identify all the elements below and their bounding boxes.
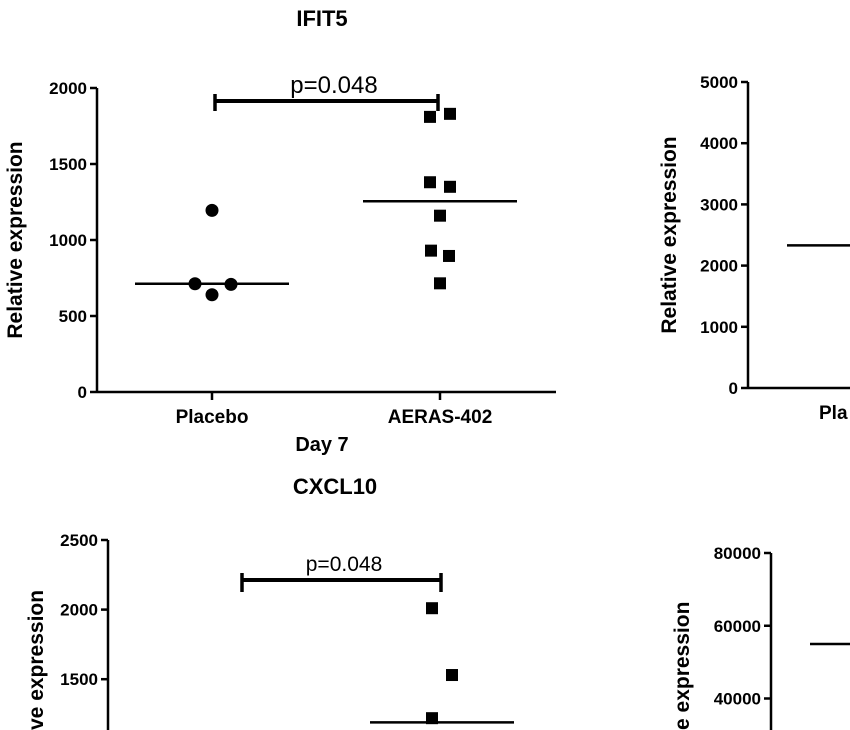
panel-ifit5-xtick-aeras: AERAS-402 [388,407,493,428]
y-tick-label: 4000 [700,134,738,153]
chart-marks: 0 500 1000 1500 2000 0 1000 2000 3000 4000 5000 150… [49,73,850,730]
panel-cxcl10-ylabel: ve expression [25,590,48,730]
panel-ifit5-annotation: p=0.048 [290,72,377,99]
panel-ifit5-xlabel: Day 7 [295,434,348,456]
panel-ifit5-xtick-placebo: Placebo [176,407,249,428]
panel-ifit5-ylabel: Relative expression [4,141,27,338]
y-tick-label: 1000 [700,318,738,337]
panel-right-bottom: e expression [671,602,694,730]
y-tick-label: 1500 [49,155,87,174]
panel-right-top-xtick: Pla [819,403,848,424]
y-tick-label: 3000 [700,195,738,214]
y-tick-label: 40000 [714,690,761,709]
y-tick-label: 2000 [700,257,738,276]
y-tick-label: 80000 [714,544,761,563]
data-point-circle [224,277,238,291]
data-point-circle [205,203,219,217]
y-tick-label: 1500 [60,670,98,689]
y-tick-label: 2000 [49,79,87,98]
y-tick-label: 0 [78,383,87,402]
panel-cxcl10-title: CXCL10 [293,474,377,499]
data-point-square [443,249,455,262]
data-point-square [434,277,446,290]
panel-cxcl10: CXCL10 ve expression p=0.048 [25,474,382,730]
panel-cxcl10-annotation: p=0.048 [306,553,383,576]
y-tick-label: 1000 [49,231,87,250]
panel-right-top-ylabel: Relative expression [658,136,681,333]
panel-ifit5-title: IFIT5 [296,6,347,31]
y-tick-label: 60000 [714,617,761,636]
y-tick-label: 500 [59,307,87,326]
data-point-square [444,107,456,120]
data-point-square [425,244,437,257]
data-point-square [444,180,456,193]
y-tick-label: 2000 [60,601,98,620]
data-point-square [424,176,436,189]
panel-right-top: Relative expression Pla [658,136,848,424]
data-point-square [426,712,438,725]
data-point-square [426,602,438,615]
data-point-square [434,209,446,222]
panel-ifit5: IFIT5 Relative expression Day 7 p=0.048 … [4,6,492,456]
data-point-circle [188,277,202,291]
data-point-square [446,669,458,682]
data-point-circle [205,288,219,302]
y-tick-label: 0 [729,379,738,398]
panel-right-bottom-ylabel: e expression [671,602,694,730]
data-point-square [424,110,436,123]
y-tick-label: 2500 [60,531,98,550]
y-tick-label: 5000 [700,73,738,92]
